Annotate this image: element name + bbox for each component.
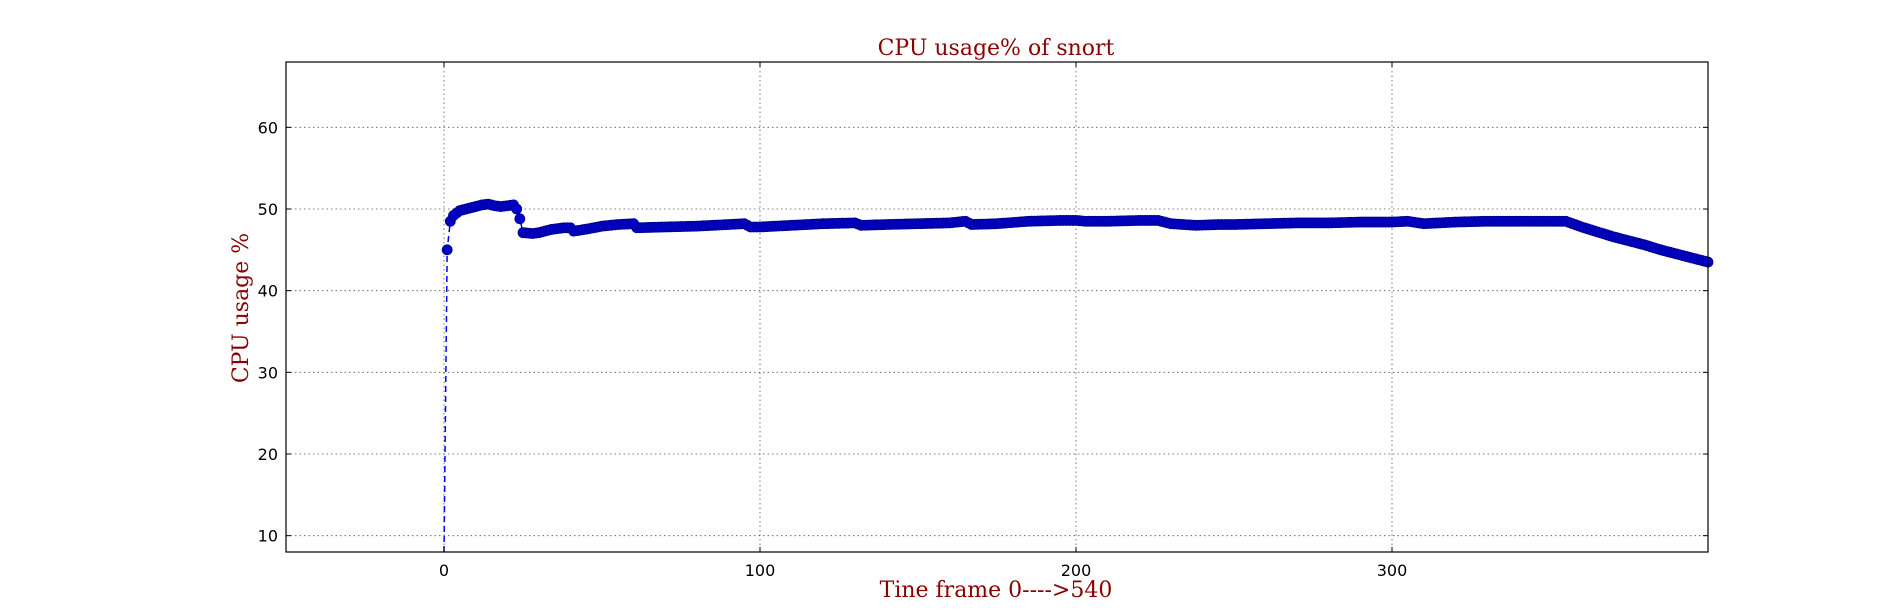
- series-markers: [441, 198, 1714, 268]
- chart-title: CPU usage% of snort: [878, 36, 1115, 61]
- y-tick-label: 10: [258, 527, 278, 546]
- plot-frame: [285, 61, 1709, 553]
- x-axis-label: Tine frame 0---->540: [880, 578, 1113, 603]
- x-tick-label: 100: [745, 561, 776, 580]
- data-point: [514, 213, 526, 225]
- series-layer: [441, 198, 1714, 553]
- axis-ticks: 0 100 200 300 10 20 30 40 50 60: [258, 62, 1708, 580]
- y-tick-label: 20: [258, 445, 278, 464]
- y-tick-label: 60: [258, 118, 278, 137]
- x-tick-label: 200: [1061, 561, 1092, 580]
- y-tick-label: 50: [258, 200, 278, 219]
- data-point: [441, 244, 453, 256]
- data-point: [511, 203, 523, 215]
- x-tick-label: 0: [439, 561, 449, 580]
- y-tick-label: 30: [258, 363, 278, 382]
- grid-lines: [286, 62, 1708, 552]
- x-tick-label: 300: [1377, 561, 1408, 580]
- y-tick-label: 40: [258, 282, 278, 301]
- y-axis-label: CPU usage %: [229, 233, 254, 383]
